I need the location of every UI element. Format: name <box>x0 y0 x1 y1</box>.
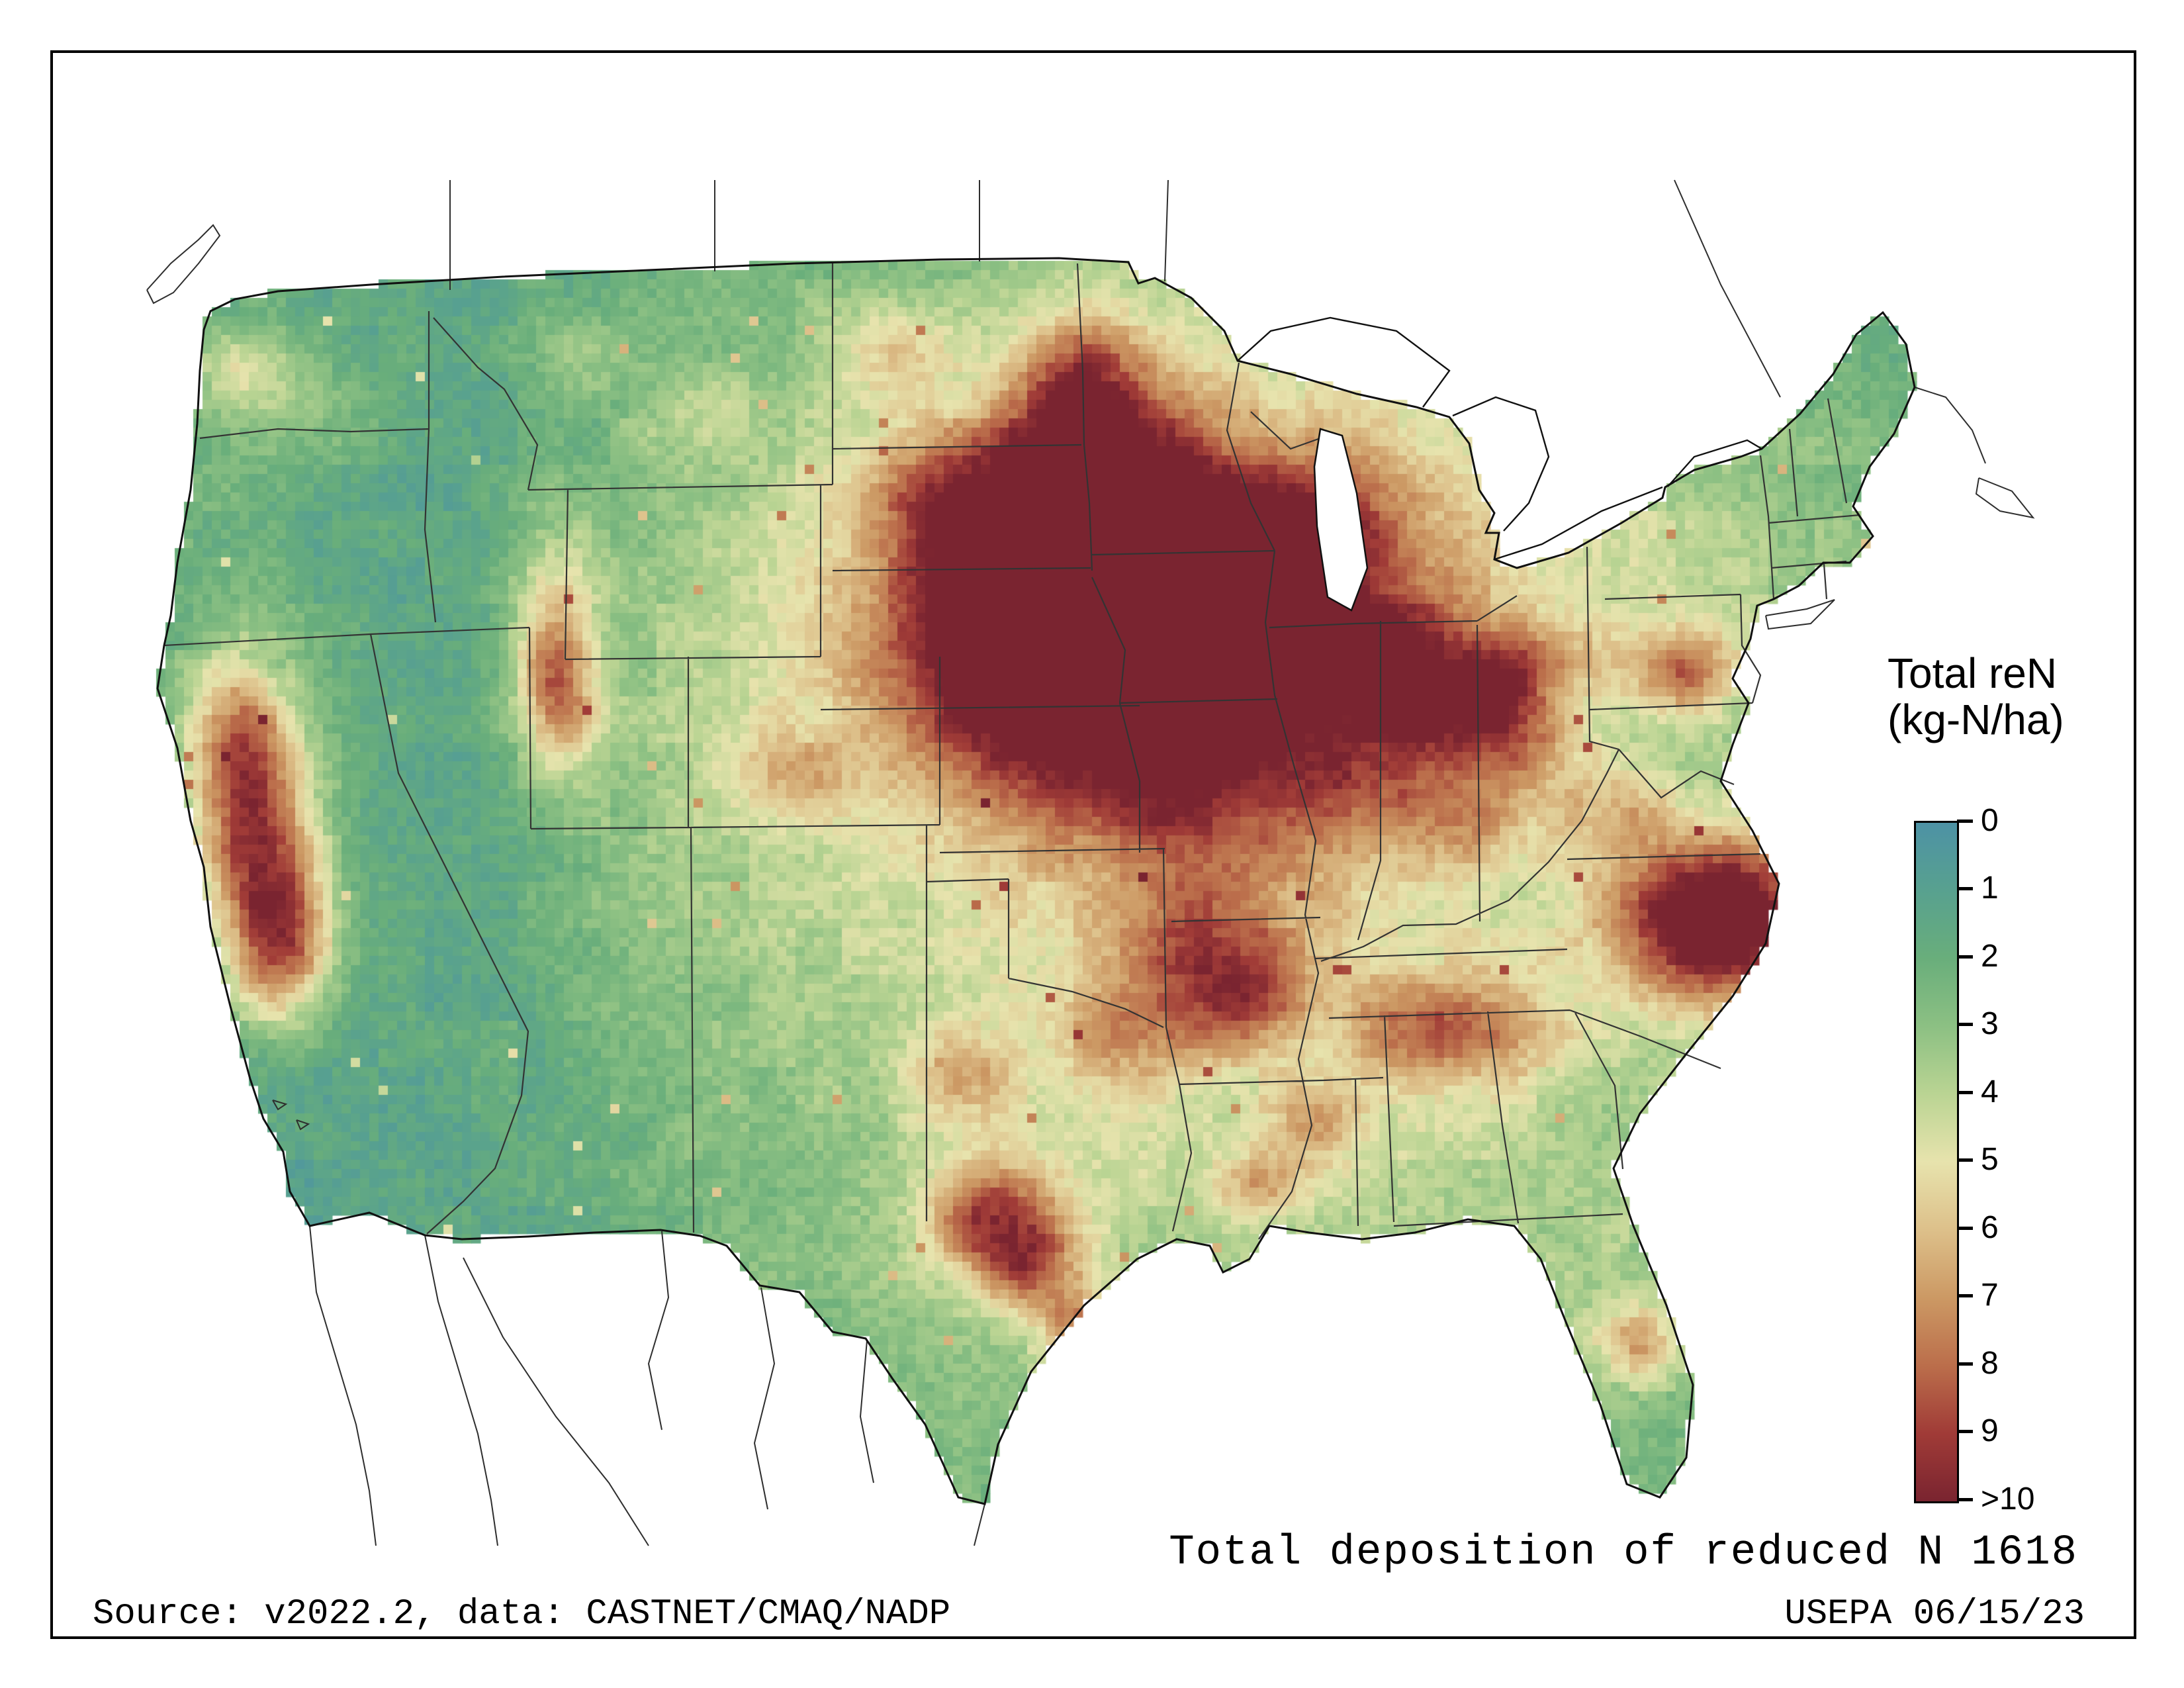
tick-mark <box>1957 887 1973 890</box>
legend-tick: 1 <box>1957 872 2089 905</box>
great-lakes-north-shores <box>1237 316 1762 561</box>
legend-tick-label: 2 <box>1981 939 1999 974</box>
lake-michigan <box>1313 428 1369 612</box>
legend-tick-label: 4 <box>1981 1074 1999 1109</box>
canada-mexico-borders <box>146 179 2035 1546</box>
tick-mark <box>1957 1023 1973 1026</box>
legend-tick: 6 <box>1957 1211 2089 1244</box>
legend-tick: >10 <box>1957 1483 2089 1516</box>
legend-tick: 3 <box>1957 1008 2089 1041</box>
tick-mark <box>1957 1498 1973 1501</box>
legend-tick: 4 <box>1957 1076 2089 1109</box>
source-text: Source: v2022.2, data: CASTNET/CMAQ/NADP <box>93 1594 951 1634</box>
tick-mark <box>1957 1091 1973 1094</box>
legend-tick-label: 9 <box>1981 1413 1999 1448</box>
tick-mark <box>1957 1227 1973 1230</box>
legend-tick-label: 5 <box>1981 1142 1999 1177</box>
tick-mark <box>1957 820 1973 823</box>
legend-title-line2: (kg-N/ha) <box>1888 696 2064 744</box>
legend-tick-label: 7 <box>1981 1278 1999 1313</box>
legend-tick: 8 <box>1957 1347 2089 1380</box>
legend-tick-label: 6 <box>1981 1210 1999 1245</box>
tick-mark <box>1957 1362 1973 1366</box>
legend-tick-label: >10 <box>1981 1481 2035 1517</box>
us-coastline <box>156 257 1916 1505</box>
legend-tick: 2 <box>1957 940 2089 973</box>
legend-tick: 5 <box>1957 1143 2089 1176</box>
legend-tick-label: 3 <box>1981 1006 1999 1041</box>
legend-title-line1: Total reN <box>1888 649 2058 697</box>
tick-mark <box>1957 955 1973 959</box>
map-caption: Total deposition of reduced N 1618 <box>1169 1529 2078 1577</box>
legend-tick: 0 <box>1957 804 2089 837</box>
tick-mark <box>1957 1294 1973 1297</box>
legend-tick-label: 8 <box>1981 1346 1999 1381</box>
state-borders <box>163 262 1860 1240</box>
legend-tick: 7 <box>1957 1279 2089 1312</box>
colorbar <box>1914 821 1959 1503</box>
figure-frame <box>50 50 2136 1639</box>
legend-tick-label: 0 <box>1981 803 1999 838</box>
legend-title: Total reN (kg-N/ha) <box>1888 650 2064 743</box>
legend-tick: 9 <box>1957 1415 2089 1448</box>
tick-mark <box>1957 1158 1973 1162</box>
legend-tick-label: 1 <box>1981 870 1999 906</box>
tick-mark <box>1957 1430 1973 1433</box>
credit-text: USEPA 06/15/23 <box>1784 1594 2085 1634</box>
